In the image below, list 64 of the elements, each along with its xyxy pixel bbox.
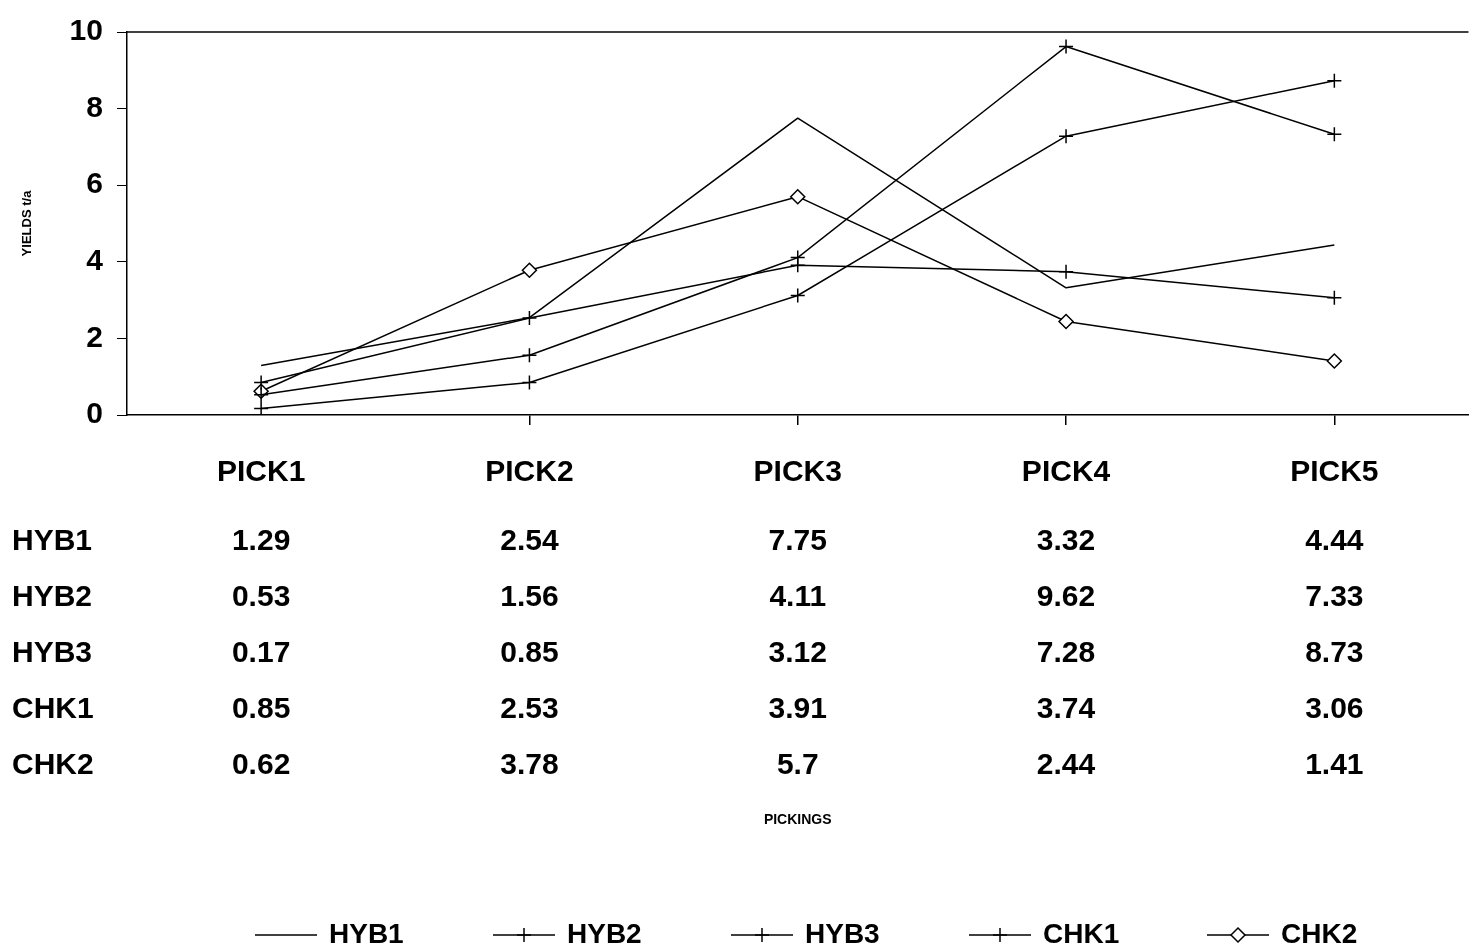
text: HYB2 (12, 579, 93, 613)
point (1326, 353, 1343, 369)
y-tick-label: 8 (86, 89, 103, 123)
point (1326, 126, 1343, 143)
data-label: 9.62 (1036, 579, 1096, 613)
point (1326, 290, 1343, 306)
legend-label: CHK2 (1281, 917, 1358, 949)
text: CHK1 (12, 691, 94, 725)
x-tick-label: PICK3 (753, 454, 842, 488)
data-label: 7.33 (1305, 579, 1364, 613)
data-label: 4.11 (769, 579, 827, 613)
y-axis-title: YIELDS t/a (19, 189, 35, 257)
data-label: 3.06 (1305, 691, 1364, 725)
point (521, 310, 538, 326)
point (789, 287, 806, 304)
data-label: 1.29 (231, 523, 291, 557)
y-tick-label: 6 (86, 166, 103, 200)
data-label: 3.32 (1036, 523, 1096, 557)
data-label: 7.75 (768, 523, 827, 557)
point (789, 188, 806, 205)
data-label: 1.56 (500, 579, 559, 613)
data-label: 8.73 (1305, 635, 1364, 669)
legend-label: HYB1 (329, 917, 404, 949)
point (521, 262, 538, 278)
data-label: 0.85 (500, 635, 559, 669)
point (253, 400, 269, 415)
data-label: 2.53 (500, 691, 559, 725)
data-label: 2.54 (500, 523, 559, 557)
point (1058, 264, 1074, 280)
data-label: 0.53 (231, 579, 291, 613)
y-tick-label: 10 (69, 13, 103, 47)
legend-label: HYB3 (805, 917, 880, 949)
data-label: 0.62 (231, 747, 291, 781)
point (521, 374, 538, 391)
data-label: 5.7 (776, 747, 819, 781)
point (1058, 313, 1074, 330)
text: PICKINGS (763, 810, 832, 827)
text: CHK2 (12, 747, 94, 781)
y-tick-label: 4 (86, 243, 104, 277)
data-label: 3.78 (500, 747, 559, 781)
x-tick-label: PICK1 (216, 454, 306, 488)
data-label: 3.12 (768, 635, 827, 669)
y-tick-label: 0 (86, 396, 103, 430)
data-label: 7.28 (1036, 635, 1096, 669)
data-label: 3.74 (1036, 691, 1096, 725)
point (1326, 72, 1343, 89)
point (1058, 128, 1074, 144)
text: HYB1 (12, 523, 93, 557)
y-tick-label: 2 (86, 319, 103, 353)
data-label: 2.44 (1036, 747, 1096, 781)
point (789, 249, 806, 266)
legend-label: HYB2 (567, 917, 642, 949)
text: HYB3 (12, 635, 93, 669)
legend-label: CHK1 (1043, 917, 1120, 949)
x-tick-label: PICK4 (1021, 454, 1111, 488)
data-label: 1.41 (1305, 747, 1364, 781)
data-label: 4.44 (1305, 523, 1364, 557)
data-label: 0.17 (231, 635, 291, 669)
data-label: 3.91 (768, 691, 827, 725)
x-tick-label: PICK5 (1290, 454, 1379, 488)
point (521, 347, 538, 363)
data-label: 0.85 (231, 691, 291, 725)
point (1058, 38, 1074, 55)
x-tick-label: PICK2 (485, 454, 574, 488)
